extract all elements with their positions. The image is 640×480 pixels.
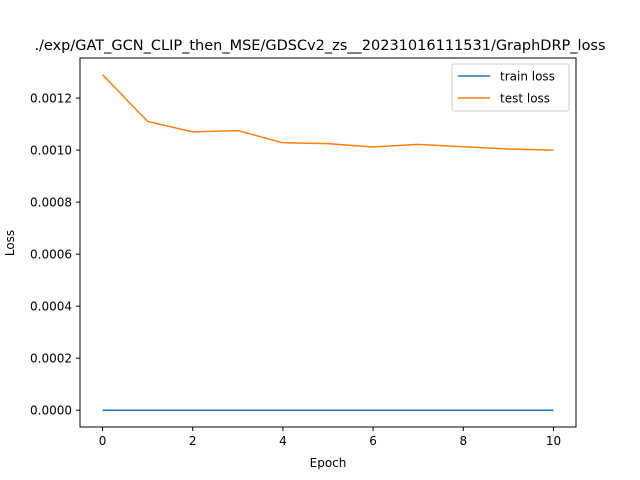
x-tick-label: 10 [546,434,561,448]
x-axis-ticks: 0 2 4 6 8 10 [99,427,561,448]
axes-spines [79,57,577,428]
legend-label: train loss [500,69,555,83]
x-tick-label: 2 [189,434,197,448]
series-line-test-loss [102,74,554,151]
y-tick-label: 0.0008 [30,195,72,209]
axes-frame [79,57,577,428]
series-lines [102,74,554,411]
y-axis-label: Loss [3,230,17,256]
x-tick-label: 0 [99,434,107,448]
y-tick-label: 0.0004 [30,299,72,313]
legend: train loss test loss [451,63,570,112]
legend-label: test loss [500,91,550,105]
chart-title: ./exp/GAT_GCN_CLIP_then_MSE/GDSCv2_zs__2… [34,38,605,54]
y-tick-label: 0.0012 [30,91,72,105]
y-tick-label: 0.0000 [30,404,72,418]
x-axis-label: Epoch [310,456,347,470]
x-tick-label: 8 [459,434,467,448]
y-axis-ticks: 0.0000 0.0002 0.0004 0.0006 0.0008 0.0010 0.00… [30,91,80,418]
x-tick-label: 6 [369,434,377,448]
plot-area [79,57,577,428]
x-tick-label: 4 [279,434,287,448]
y-tick-label: 0.0006 [30,247,72,261]
y-tick-label: 0.0002 [30,351,72,365]
y-tick-label: 0.0010 [30,143,72,157]
